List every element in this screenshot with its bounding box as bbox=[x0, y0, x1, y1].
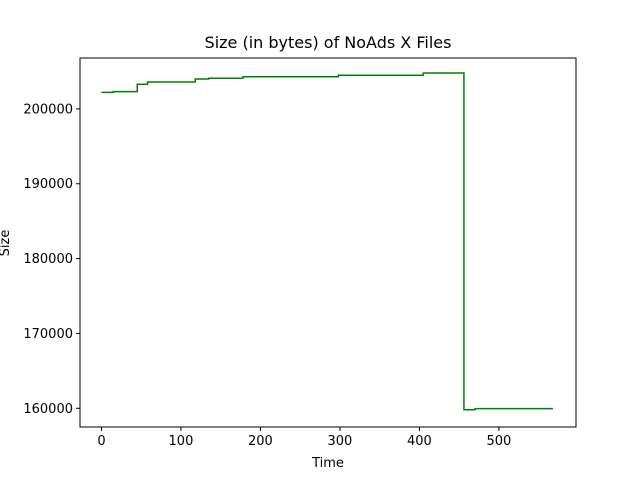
y-tick-label: 170000 bbox=[23, 327, 73, 342]
y-tick-label: 160000 bbox=[23, 402, 73, 417]
x-tick-label: 100 bbox=[169, 434, 194, 449]
x-axis-title: Time bbox=[311, 456, 344, 471]
x-tick-label: 0 bbox=[97, 434, 105, 449]
series-line-0 bbox=[101, 72, 553, 411]
axes-frame bbox=[79, 57, 577, 428]
chart-title: Size (in bytes) of NoAds X Files bbox=[205, 33, 452, 52]
y-tick-label: 180000 bbox=[23, 252, 73, 267]
y-tick-label: 200000 bbox=[23, 102, 73, 117]
plot-area: 0 100 200 300 400 500 160000 170000 180000 190000… bbox=[23, 57, 577, 449]
y-tick-label: 190000 bbox=[23, 177, 73, 192]
x-tick-label: 400 bbox=[407, 434, 432, 449]
x-tick-label: 300 bbox=[328, 434, 353, 449]
x-tick-label: 500 bbox=[486, 434, 511, 449]
x-tick-label: 200 bbox=[248, 434, 273, 449]
y-axis-title: Size bbox=[0, 230, 13, 257]
